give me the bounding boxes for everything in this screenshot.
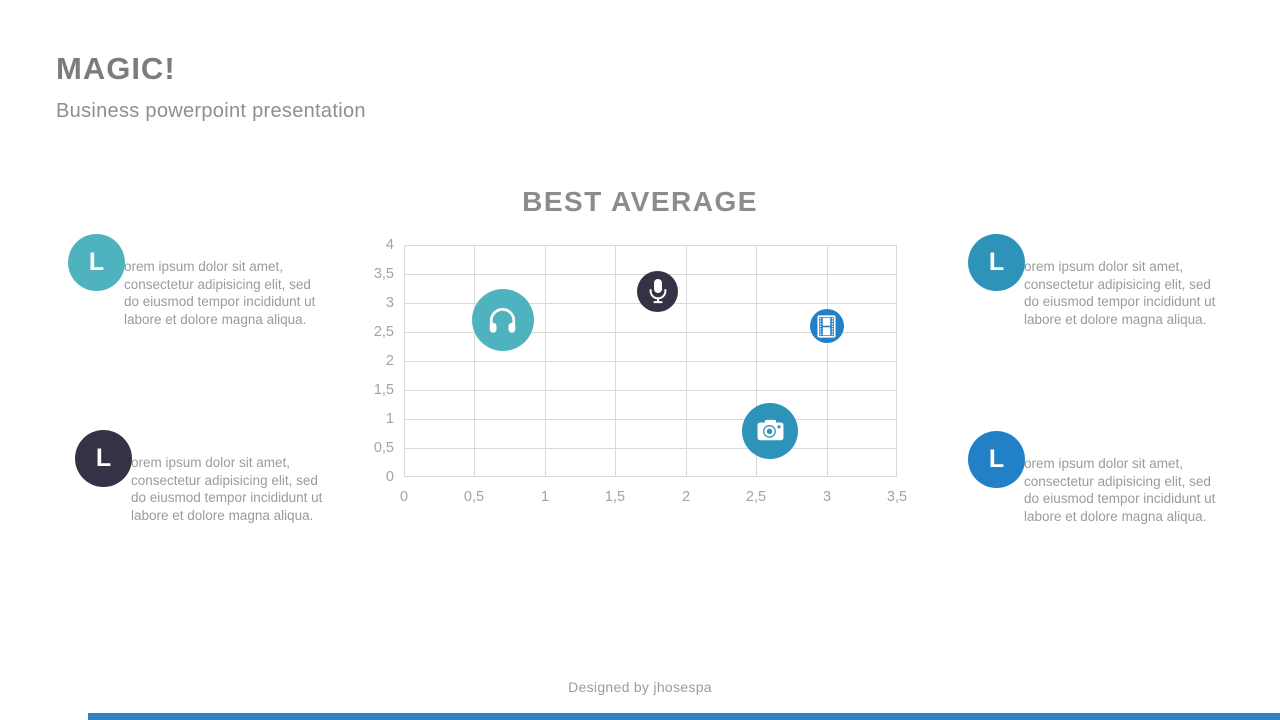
film-bubble — [809, 309, 844, 344]
chart-title: BEST AVERAGE — [522, 186, 758, 217]
footer-credit: Designed by jhosespa — [568, 679, 712, 695]
callout-top-left: L orem ipsum dolor sit amet, consectetur… — [68, 234, 330, 364]
gridline-horizontal — [404, 476, 897, 477]
callout-badge: L — [68, 234, 125, 291]
x-tick-label: 0 — [399, 489, 409, 505]
gridline-horizontal — [404, 390, 897, 391]
callout-bottom-right: L orem ipsum dolor sit amet, consectetur… — [968, 431, 1230, 561]
y-tick-label: 1,5 — [373, 382, 394, 398]
slide-subtitle: Business powerpoint presentation — [56, 100, 366, 122]
headphones-bubble — [471, 289, 534, 352]
gridline-horizontal — [404, 332, 897, 333]
y-tick-label: 3,5 — [373, 266, 394, 282]
slide-header: MAGIC! Business powerpoint presentation — [56, 50, 366, 123]
gridline-horizontal — [404, 419, 897, 420]
y-tick-label: 1 — [385, 411, 394, 427]
y-tick-label: 3 — [385, 295, 394, 311]
bottom-accent-bar — [88, 713, 1280, 720]
x-tick-label: 2 — [681, 489, 691, 505]
badge-letter: L — [95, 444, 112, 472]
microphone-icon — [649, 279, 666, 304]
x-tick-label: 0,5 — [463, 489, 485, 505]
slide-title: MAGIC! — [56, 51, 176, 86]
film-icon — [817, 315, 836, 338]
camera-bubble — [742, 402, 799, 459]
microphone-bubble — [637, 270, 679, 312]
x-tick-label: 2,5 — [745, 489, 767, 505]
y-tick-label: 2 — [385, 353, 394, 369]
badge-letter: L — [988, 248, 1005, 276]
x-tick-label: 3 — [822, 489, 832, 505]
callout-text: orem ipsum dolor sit amet, consectetur a… — [1024, 259, 1216, 327]
callout-badge: L — [75, 430, 132, 487]
badge-letter: L — [88, 248, 105, 276]
y-tick-label: 2,5 — [373, 324, 394, 340]
chart-plot — [404, 245, 897, 477]
callout-top-right: L orem ipsum dolor sit amet, consectetur… — [968, 234, 1230, 364]
chart: 0 0,5 1 1,5 2 2,5 3 3,5 0 0,5 1 1,5 2 2,5 3 3,5 4 — [358, 237, 943, 515]
x-tick-label: 3,5 — [886, 489, 908, 505]
gridline-horizontal — [404, 361, 897, 362]
callout-text: orem ipsum dolor sit amet, consectetur a… — [1024, 456, 1216, 524]
callout-text: orem ipsum dolor sit amet, consectetur a… — [131, 455, 323, 523]
y-tick-label: 4 — [385, 237, 394, 253]
gridline-horizontal — [404, 448, 897, 449]
callout-badge: L — [968, 234, 1025, 291]
y-tick-label: 0,5 — [373, 440, 394, 456]
callout-bottom-left: L orem ipsum dolor sit amet, consectetur… — [75, 430, 337, 560]
x-tick-label: 1,5 — [604, 489, 626, 505]
badge-letter: L — [988, 445, 1005, 473]
headphones-icon — [489, 307, 516, 333]
callout-text: orem ipsum dolor sit amet, consectetur a… — [124, 259, 316, 327]
callout-badge: L — [968, 431, 1025, 488]
y-tick-label: 0 — [385, 469, 394, 485]
gridline-horizontal — [404, 245, 897, 246]
x-tick-label: 1 — [540, 489, 550, 505]
camera-icon — [757, 419, 784, 441]
